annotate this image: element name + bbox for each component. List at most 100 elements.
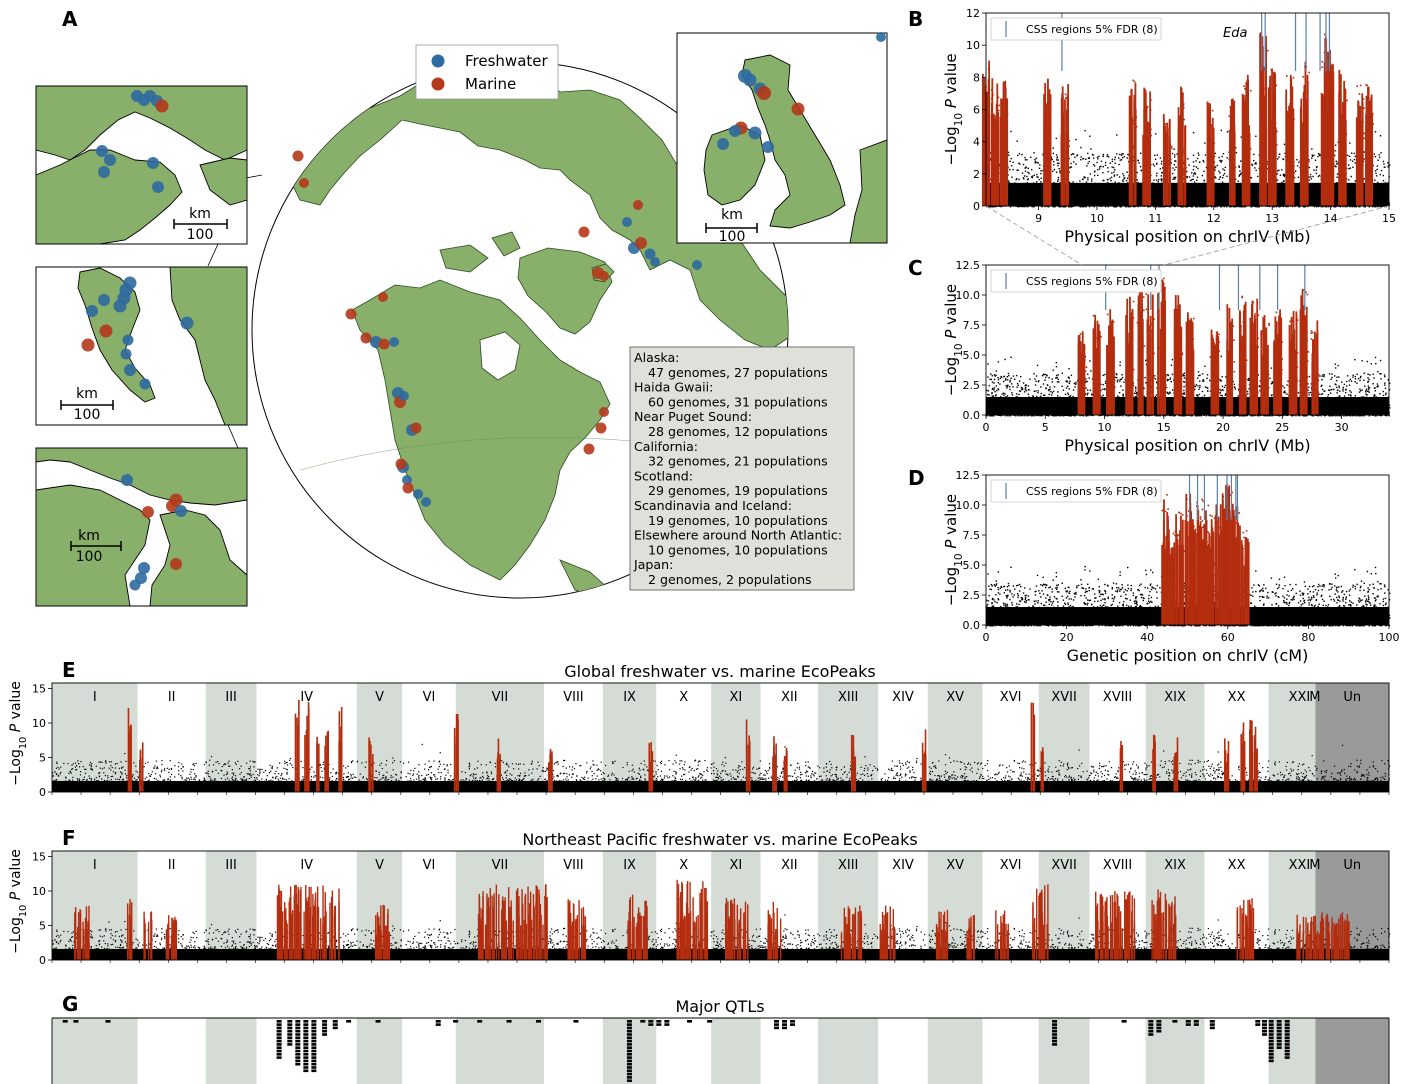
data-point <box>1239 205 1242 208</box>
freshwater-sample-point[interactable] <box>644 248 656 260</box>
data-point <box>1339 154 1342 156</box>
data-point <box>1380 152 1382 154</box>
freshwater-sample-point[interactable] <box>152 181 164 193</box>
data-point <box>1375 362 1377 365</box>
marine-sample-point[interactable] <box>410 422 422 434</box>
freshwater-sample-point[interactable] <box>717 138 729 150</box>
marine-sample-point[interactable] <box>599 271 609 281</box>
legend-freshwater-label: Freshwater <box>465 52 548 70</box>
freshwater-sample-point[interactable] <box>762 141 774 153</box>
data-point <box>1290 85 1293 88</box>
marine-sample-point[interactable] <box>378 292 388 302</box>
marine-sample-point[interactable] <box>595 422 607 434</box>
freshwater-sample-point[interactable] <box>399 391 409 401</box>
marine-sample-point[interactable] <box>757 86 771 100</box>
data-point <box>1048 377 1050 379</box>
marine-sample-point[interactable] <box>99 324 113 338</box>
freshwater-sample-point[interactable] <box>122 334 134 346</box>
freshwater-sample-point[interactable] <box>622 217 632 227</box>
data-point <box>1189 179 1192 182</box>
data-point <box>999 141 1002 143</box>
data-point <box>1354 155 1356 158</box>
marine-sample-point[interactable] <box>299 178 309 188</box>
x-tick-label: 12 <box>1207 212 1221 225</box>
freshwater-sample-point[interactable] <box>124 364 136 376</box>
inset-map-haida-gwaii[interactable]: km 100 <box>35 266 248 426</box>
freshwater-sample-point[interactable] <box>121 474 133 486</box>
marine-sample-point[interactable] <box>395 458 407 470</box>
peak-column <box>1133 117 1136 206</box>
data-point <box>1331 63 1334 66</box>
marine-sample-point[interactable] <box>635 237 647 249</box>
marine-sample-point[interactable] <box>170 558 182 570</box>
data-point <box>1220 394 1222 396</box>
marine-sample-point[interactable] <box>142 506 154 518</box>
freshwater-sample-point[interactable] <box>139 378 151 390</box>
freshwater-sample-point[interactable] <box>421 497 431 507</box>
freshwater-sample-point[interactable] <box>389 337 399 347</box>
data-point <box>1382 179 1385 182</box>
data-point <box>1257 175 1259 178</box>
freshwater-sample-point[interactable] <box>876 32 886 42</box>
data-point <box>1240 136 1242 138</box>
freshwater-sample-point[interactable] <box>650 257 660 267</box>
freshwater-sample-point[interactable] <box>138 562 150 574</box>
data-point <box>1107 181 1109 184</box>
freshwater-sample-point[interactable] <box>96 145 108 157</box>
inset-map-british-isles[interactable]: km 100 <box>676 32 888 245</box>
marine-sample-point[interactable] <box>166 500 178 512</box>
data-point <box>1032 395 1034 397</box>
data-point <box>1055 159 1058 161</box>
data-point <box>1264 88 1267 90</box>
marine-sample-point[interactable] <box>155 99 169 113</box>
data-point <box>1375 172 1377 175</box>
peak-column <box>1045 103 1047 206</box>
data-point <box>1081 178 1084 181</box>
data-point <box>1238 166 1240 168</box>
marine-sample-point[interactable] <box>578 226 590 238</box>
marine-sample-point[interactable] <box>292 150 304 162</box>
globe-map[interactable] <box>251 61 800 599</box>
freshwater-sample-point[interactable] <box>104 154 116 166</box>
scale-bar: km 100 <box>173 206 228 243</box>
data-point <box>1336 163 1338 165</box>
inset-map-puget-sound[interactable]: km 100 <box>35 447 248 607</box>
marine-sample-point[interactable] <box>633 200 643 210</box>
data-point <box>1037 162 1039 164</box>
freshwater-sample-point[interactable] <box>413 489 423 499</box>
data-point <box>1133 80 1136 83</box>
inset-map-alaska[interactable]: km 100 <box>35 85 248 245</box>
data-point <box>1159 157 1162 159</box>
marine-sample-point[interactable] <box>791 102 805 116</box>
marine-sample-point[interactable] <box>345 308 357 320</box>
marine-sample-point[interactable] <box>599 407 609 417</box>
data-point <box>1025 166 1027 168</box>
freshwater-sample-point[interactable] <box>86 305 98 317</box>
freshwater-sample-point[interactable] <box>729 125 741 137</box>
marine-sample-point[interactable] <box>378 338 390 350</box>
data-point <box>1053 386 1056 388</box>
marine-sample-point[interactable] <box>360 332 372 344</box>
freshwater-sample-point[interactable] <box>98 166 110 178</box>
marine-sample-point[interactable] <box>402 482 414 494</box>
data-point <box>1271 394 1273 396</box>
freshwater-sample-point[interactable] <box>175 505 187 517</box>
marine-sample-point[interactable] <box>583 443 595 455</box>
freshwater-sample-point[interactable] <box>129 579 141 591</box>
map-legend: Freshwater Marine <box>415 44 559 100</box>
freshwater-sample-point[interactable] <box>147 157 159 169</box>
peak-column <box>1320 92 1323 206</box>
freshwater-sample-point[interactable] <box>692 260 702 270</box>
data-point <box>1024 387 1027 389</box>
freshwater-sample-point[interactable] <box>113 299 127 313</box>
freshwater-sample-point[interactable] <box>98 294 110 306</box>
freshwater-sample-point[interactable] <box>120 348 132 360</box>
freshwater-sample-point[interactable] <box>748 126 762 140</box>
freshwater-sample-point[interactable] <box>743 73 757 87</box>
marine-sample-point[interactable] <box>81 338 95 352</box>
data-point <box>1223 172 1226 175</box>
freshwater-sample-point[interactable] <box>402 475 412 485</box>
inset-land <box>169 267 247 425</box>
freshwater-sample-point[interactable] <box>180 316 194 330</box>
data-point <box>1183 160 1186 162</box>
